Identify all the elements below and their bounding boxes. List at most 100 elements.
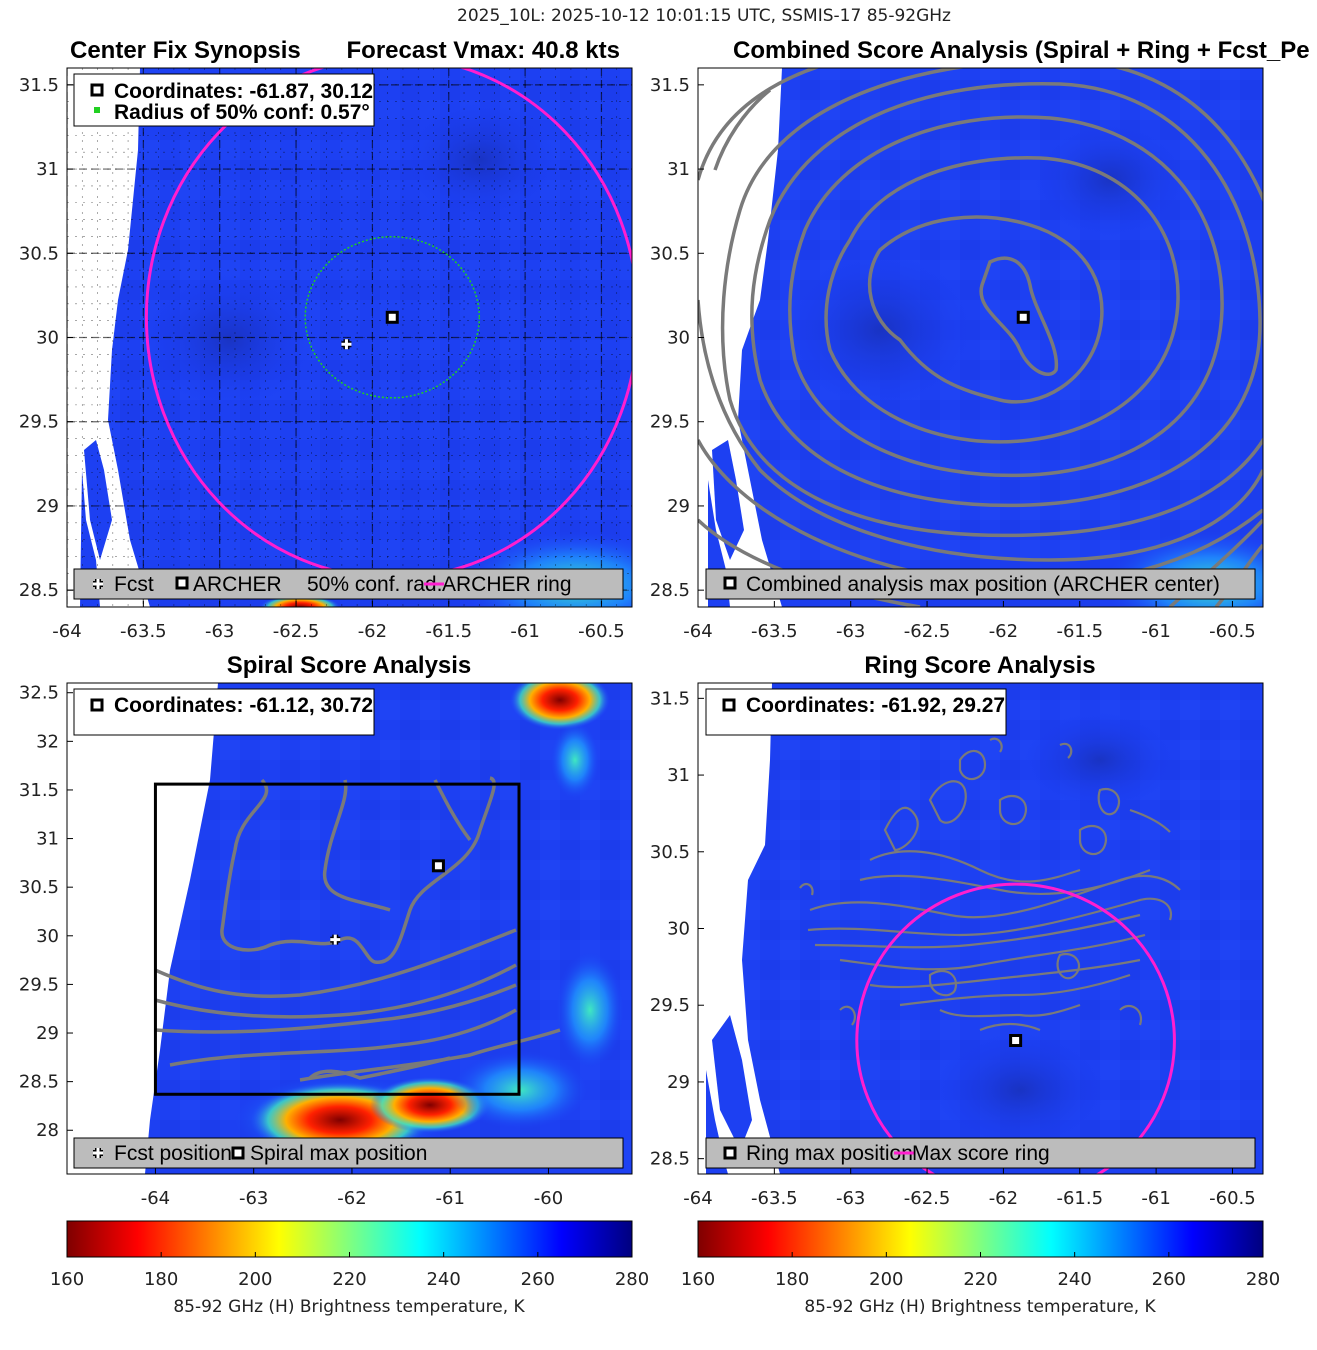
cb1-tick-label: 240 [426,1269,460,1290]
p1-info-radius: Radius of 50% conf: 0.57° [114,101,370,124]
panel-spiral-score: -64 -63 -62 -61 -60 28 28.5 29 29.5 30 30.5 31 31.5 3… [19,652,632,1209]
ring-max-square-icon [724,700,734,710]
cb1-tick-label: 280 [615,1269,649,1290]
p1-xtick-label: -63.5 [120,621,167,642]
p3-ytick-label: 31 [36,829,59,850]
p1-legend-archer: ARCHER [193,573,282,596]
p1-xtick-label: -61 [510,621,539,642]
p1-legend-conf: 50% conf. rad. [307,573,442,596]
p4-ytick-label: 30.5 [650,842,690,863]
p2-ytick-label: 28.5 [650,580,690,601]
cb1-tick-label: 180 [144,1269,178,1290]
p2-ytick-label: 30.5 [650,243,690,264]
spiral-square-icon [92,700,102,710]
p1-info-box: Coordinates: -61.87, 30.12 Radius of 50%… [74,74,374,126]
p1-xtick-label: -63 [205,621,234,642]
p4-xtick-label: -62.5 [904,1188,951,1209]
p4-xtick-label: -60.5 [1209,1188,1256,1209]
p2-ytick-label: 30 [667,328,690,349]
p4-heatmap [698,683,1263,1174]
p4-legend: Ring max position Max score ring [706,1138,1255,1168]
p3-legend: Fcst position Spiral max position [74,1138,623,1168]
conf-dot-icon [94,107,100,113]
p3-legend-spiral: Spiral max position [250,1142,427,1165]
p4-xtick-label: -61 [1141,1188,1170,1209]
p3-ytick-label: 29.5 [19,974,59,995]
p3-xtick-label: -62 [337,1188,366,1209]
cb2-tick-label: 240 [1057,1269,1091,1290]
p3-info-box: Coordinates: -61.12, 30.72 [74,689,374,735]
p3-ytick-label: 31.5 [19,780,59,801]
p3-xtick-label: -63 [239,1188,268,1209]
colorbar-right-label: 85-92 GHz (H) Brightness temperature, K [804,1297,1156,1317]
p1-legend-ring: ARCHER ring [442,573,572,596]
ring-max-square-icon [725,1148,735,1158]
p2-title: Combined Score Analysis (Spiral + Ring +… [733,37,1310,64]
panel-ring-score: -64 -63.5 -63 -62.5 -62 -61.5 -61 -60.528.52929… [650,652,1263,1209]
p1-ytick-label: 28.5 [19,580,59,601]
p2-legend-label: Combined analysis max position (ARCHER c… [746,573,1220,596]
p2-xtick-label: -63.5 [751,621,798,642]
p3-ytick-label: 32.5 [19,683,59,704]
archer-center-marker [387,312,397,322]
p4-info-coordinates: Coordinates: -61.92, 29.27 [746,694,1005,717]
p1-xtick-label: -61.5 [425,621,472,642]
p4-legend-ring: Max score ring [912,1142,1050,1165]
colorbar-left-label: 85-92 GHz (H) Brightness temperature, K [173,1297,525,1317]
ring-max-marker [1011,1036,1021,1046]
p2-heatmap [698,68,1317,640]
cb1-tick-label: 160 [50,1269,84,1290]
p3-ytick-label: 28 [36,1120,59,1141]
p1-ytick-label: 30 [36,328,59,349]
p1-xtick-label: -62.5 [273,621,320,642]
p2-xtick-label: -63 [836,621,865,642]
cb2-tick-label: 260 [1152,1269,1186,1290]
cb1-tick-label: 220 [332,1269,366,1290]
p3-info-coordinates: Coordinates: -61.12, 30.72 [114,694,373,717]
spiral-max-marker [433,861,443,871]
cb2-ticks: 160 180 200 220 240 260 280 [681,1252,1280,1290]
colorbar-left: 160 180 200 220 240 260 280 85-92 GHz (H) Brig… [50,1221,649,1317]
p4-ytick-label: 30 [667,919,690,940]
p1-ytick-label: 31 [36,159,59,180]
p3-legend-fcst: Fcst position [114,1142,232,1165]
p1-info-coordinates: Coordinates: -61.87, 30.12 [114,80,373,103]
panel-combined-score: -64 -63.5 -63 -62.5 -62 -61.5 -61 -60.528.52929… [650,37,1317,642]
p3-xtick-label: -64 [141,1188,170,1209]
p3-ytick-label: 30 [36,926,59,947]
p3-ytick-label: 28.5 [19,1072,59,1093]
p3-ytick-label: 32 [36,731,59,752]
p1-ytick-label: 29.5 [19,412,59,433]
spiral-square-icon [233,1148,243,1158]
p2-xtick-label: -61 [1141,621,1170,642]
p4-ytick-label: 29 [667,1072,690,1093]
p2-legend: Combined analysis max position (ARCHER c… [706,569,1255,599]
p3-xtick-label: -61 [436,1188,465,1209]
cb2-tick-label: 200 [869,1269,903,1290]
p3-title: Spiral Score Analysis [227,652,472,679]
p1-ytick-label: 31.5 [19,75,59,96]
p4-ytick-label: 28.5 [650,1149,690,1170]
p2-xtick-label: -64 [683,621,712,642]
p3-ytick-label: 29 [36,1023,59,1044]
p2-xtick-label: -61.5 [1056,621,1103,642]
p1-heatmap [67,68,695,640]
p4-xtick-label: -63.5 [751,1188,798,1209]
p2-ytick-label: 31.5 [650,75,690,96]
combined-max-marker [1018,312,1028,322]
p4-ytick-label: 29.5 [650,995,690,1016]
p1-title-left: Center Fix Synopsis [70,37,301,64]
p1-title-right: Forecast Vmax: 40.8 kts [347,37,620,64]
archer-square-icon [177,578,187,588]
p4-xtick-label: -61.5 [1056,1188,1103,1209]
p3-heatmap [67,670,632,1174]
colorbar-right: 160 180 200 220 240 260 280 85-92 GHz (H) Brig… [681,1221,1280,1317]
cb2-tick-label: 280 [1246,1269,1280,1290]
p4-xtick-label: -63 [836,1188,865,1209]
p2-xtick-label: -62 [989,621,1018,642]
p1-xtick-label: -62 [358,621,387,642]
p1-ytick-label: 29 [36,496,59,517]
figure-suptitle: 2025_10L: 2025-10-12 10:01:15 UTC, SSMIS… [457,6,951,26]
p3-xtick-label: -60 [534,1188,563,1209]
